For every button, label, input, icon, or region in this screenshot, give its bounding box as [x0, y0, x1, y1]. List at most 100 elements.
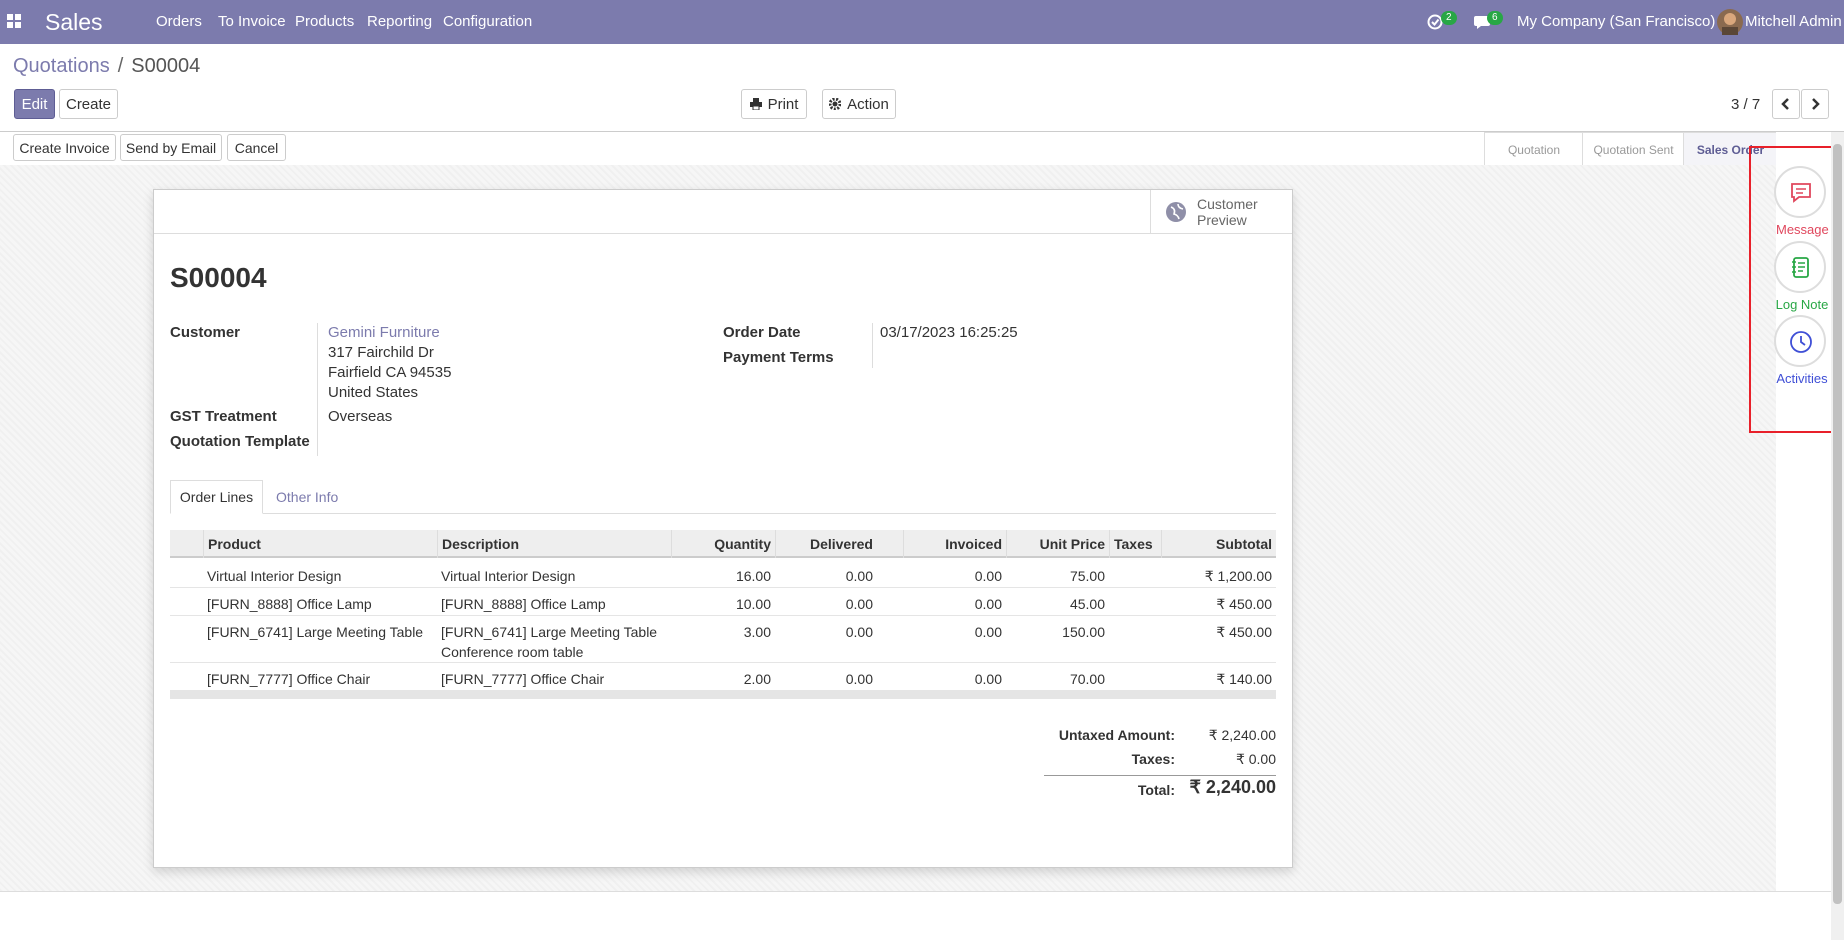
chatter-label[interactable]: Message [1776, 222, 1829, 237]
stage[interactable]: Quotation [1484, 132, 1583, 167]
scrollbar-thumb[interactable] [1833, 144, 1842, 904]
chatter-label[interactable]: Activities [1776, 371, 1828, 386]
cell: ₹ 1,200.00 [1204, 568, 1272, 584]
tab-active[interactable]: Order Lines [170, 480, 263, 514]
message-icon [1791, 183, 1811, 203]
cell: 3.00 [743, 624, 771, 640]
table-row[interactable] [170, 616, 1276, 663]
statusbar-button[interactable]: Send by Email [120, 134, 222, 161]
cell: Virtual Interior Design [441, 568, 576, 584]
total-value: ₹ 0.00 [1235, 751, 1276, 767]
field-separator [317, 323, 318, 456]
messages-icon[interactable] [1474, 14, 1492, 30]
column-header[interactable]: Quantity [671, 530, 775, 558]
print-button[interactable]: Print [741, 89, 807, 119]
cell: 0.00 [974, 671, 1002, 687]
activities-button[interactable] [1774, 315, 1826, 367]
chevron-right [1812, 98, 1820, 110]
company-switcher[interactable]: My Company (San Francisco) [1517, 13, 1716, 30]
statusbar-button[interactable]: Cancel [227, 134, 286, 161]
cell: 150.00 [1062, 624, 1105, 640]
column-header[interactable]: Invoiced [903, 530, 1006, 558]
column-header[interactable]: Delivered [775, 530, 877, 558]
menu-item[interactable]: Configuration [443, 13, 533, 30]
total-value: ₹ 2,240.00 [1208, 727, 1276, 743]
cell: 0.00 [845, 624, 873, 640]
cell: 75.00 [1069, 568, 1105, 584]
table-row[interactable] [170, 560, 1276, 588]
grand-total: ₹ 2,240.00 [1189, 777, 1276, 797]
column-header[interactable]: Description [437, 530, 671, 558]
cell: 10.00 [735, 596, 771, 612]
customer-link[interactable]: Gemini Furniture [328, 324, 440, 341]
cell: 2.00 [743, 671, 771, 687]
stage[interactable]: Quotation Sent [1582, 132, 1684, 167]
totals-line [1044, 775, 1276, 776]
menu-item[interactable]: Orders [156, 13, 202, 30]
button-box-divider [154, 233, 1292, 234]
cell: 0.00 [845, 671, 873, 687]
pager: 3 / 7 [1731, 96, 1761, 113]
total-label: Total: [1137, 782, 1175, 798]
avatar[interactable] [1717, 9, 1743, 35]
breadcrumb-current: S00004 [131, 55, 201, 77]
create-button[interactable]: Create [59, 89, 118, 119]
customer-preview-button[interactable]: Customer Preview [1150, 190, 1292, 233]
action-label: Action [847, 95, 889, 113]
cell: 45.00 [1069, 596, 1105, 612]
pager-next[interactable] [1801, 89, 1829, 119]
menu-item[interactable]: Products [295, 13, 355, 30]
statusbar-button[interactable]: Create Invoice [13, 134, 116, 161]
cell: [FURN_8888] Office Lamp [207, 596, 372, 612]
divider [0, 131, 1844, 132]
message-button[interactable] [1774, 166, 1826, 218]
cell: 16.00 [735, 568, 771, 584]
gear-icon [829, 98, 842, 110]
user-menu[interactable]: Mitchell Admin [1745, 13, 1842, 30]
table-row[interactable] [170, 663, 1276, 691]
clock-icon [1790, 331, 1812, 353]
cell: 0.00 [845, 596, 873, 612]
record-name: S00004 [170, 262, 267, 293]
table-header [170, 530, 1276, 558]
menu-item[interactable]: To Invoice [218, 13, 286, 30]
table-row[interactable] [170, 588, 1276, 616]
tabs-line [170, 513, 1276, 514]
activity-badge: 2 [1441, 11, 1457, 25]
address-line: United States [328, 384, 419, 401]
breadcrumb-parent[interactable]: Quotations [13, 55, 110, 77]
app-name[interactable]: Sales [45, 9, 103, 35]
menu-item[interactable]: Reporting [367, 13, 433, 30]
action-button[interactable]: Action [822, 89, 896, 119]
cell: ₹ 140.00 [1216, 671, 1272, 687]
column-header[interactable]: Subtotal [1161, 530, 1276, 558]
address-line: Fairfield CA 94535 [328, 364, 452, 381]
cell: [FURN_6741] Large Meeting Table [207, 624, 424, 640]
chatter-label[interactable]: Log Note [1775, 297, 1829, 312]
column-header[interactable]: Unit Price [1006, 530, 1109, 558]
cell: [FURN_8888] Office Lamp [441, 596, 606, 612]
tab[interactable]: Other Info [276, 489, 339, 505]
highlight-box [1749, 146, 1844, 433]
field-separator [872, 323, 873, 368]
field-label: Payment Terms [723, 349, 834, 366]
table-footer [170, 691, 1276, 699]
message-badge: 6 [1487, 11, 1503, 25]
log-note-button[interactable] [1774, 241, 1826, 293]
cell: ₹ 450.00 [1216, 596, 1272, 612]
field-label: Order Date [723, 324, 801, 341]
total-label: Taxes: [1131, 751, 1175, 767]
scrollbar[interactable] [1831, 132, 1844, 940]
cell: [FURN_7777] Office Chair [441, 671, 605, 687]
cell: Virtual Interior Design [207, 568, 342, 584]
column-header[interactable]: Product [203, 530, 437, 558]
edit-button[interactable]: Edit [14, 89, 55, 119]
apps-icon[interactable] [7, 14, 21, 28]
pager-prev[interactable] [1772, 89, 1800, 119]
column-header[interactable]: Taxes [1109, 530, 1161, 558]
cell: [FURN_6741] Large Meeting Table Conferen… [441, 624, 658, 660]
cell: 0.00 [974, 624, 1002, 640]
print-label: Print [767, 95, 799, 113]
cell: ₹ 450.00 [1216, 624, 1272, 640]
